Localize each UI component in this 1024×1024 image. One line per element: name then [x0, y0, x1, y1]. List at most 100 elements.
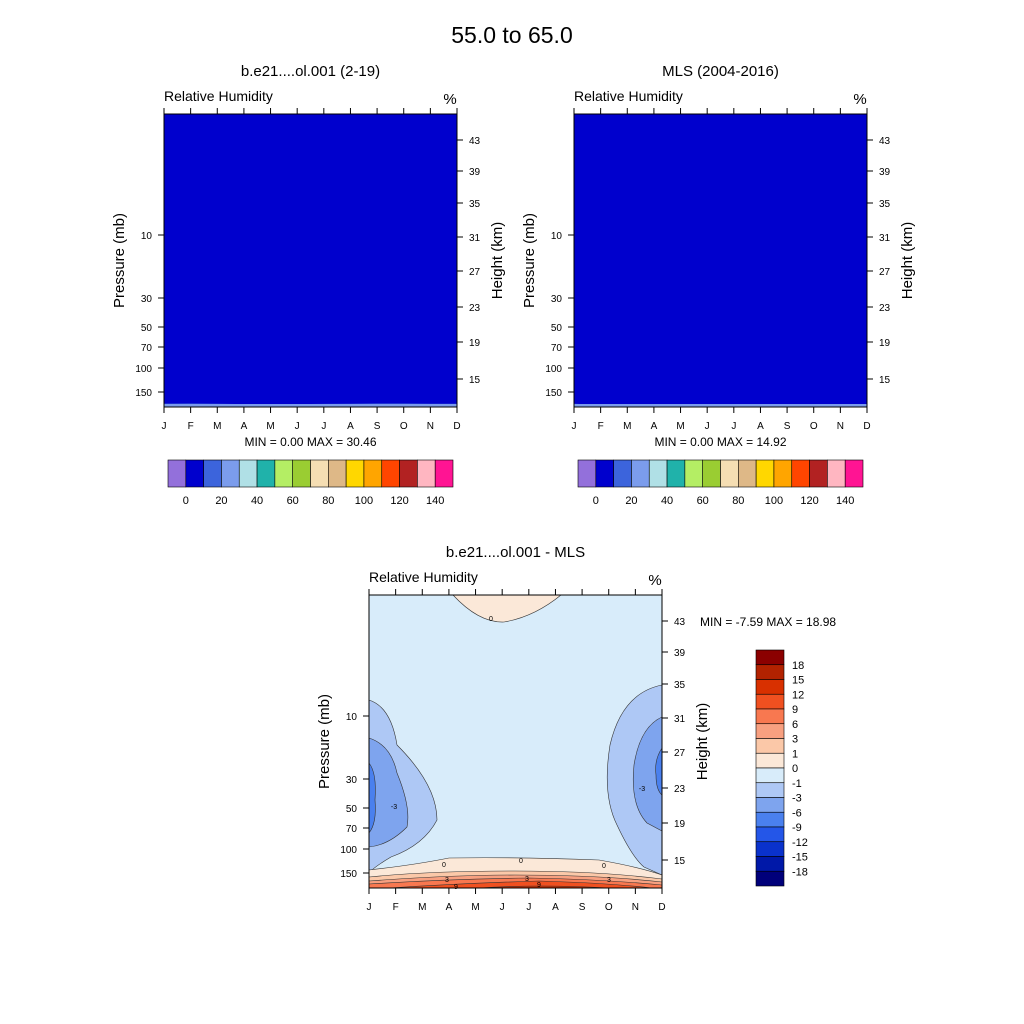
- panel-title: MLS (2004-2016): [662, 63, 779, 80]
- colorbar-cell: [595, 459, 614, 488]
- colorbar-label: 9: [792, 704, 798, 716]
- pressure-tick-label: 150: [340, 869, 357, 880]
- colorbar-cell: [399, 459, 418, 488]
- colorbar-cell: [381, 459, 400, 488]
- height-tick-label: 15: [879, 375, 891, 386]
- colorbar-label: 60: [697, 495, 709, 507]
- y-right-axis-label: Height (km): [694, 703, 711, 781]
- pressure-tick-label: 150: [545, 388, 562, 399]
- colorbar-label: 20: [625, 495, 637, 507]
- height-tick-label: 27: [469, 267, 481, 278]
- colorbar-cell: [755, 738, 785, 754]
- colorbar-cell: [345, 459, 365, 488]
- contour-label: -3: [639, 786, 645, 793]
- month-tick-label: M: [623, 421, 631, 432]
- colorbar-cell: [755, 826, 785, 843]
- colorbar-label: 0: [792, 763, 798, 775]
- month-tick-label: J: [295, 421, 300, 432]
- height-tick-label: 39: [469, 167, 481, 178]
- pressure-tick-label: 70: [141, 343, 153, 354]
- colorbar-cell: [274, 459, 293, 488]
- height-tick-label: 35: [674, 680, 686, 691]
- contour-region: [633, 716, 663, 832]
- units-label: %: [443, 91, 456, 108]
- month-tick-label: M: [213, 421, 221, 432]
- month-tick-label: A: [651, 421, 658, 432]
- colorbar-label: 60: [287, 495, 299, 507]
- colorbar-cell: [666, 459, 686, 488]
- month-tick-label: M: [676, 421, 684, 432]
- height-tick-label: 43: [469, 136, 481, 147]
- colorbar-cell: [755, 841, 785, 857]
- month-tick-label: S: [784, 421, 791, 432]
- height-tick-label: 31: [879, 233, 891, 244]
- pressure-tick-label: 70: [551, 343, 563, 354]
- pressure-tick-label: 30: [551, 294, 563, 305]
- pressure-tick-label: 70: [346, 824, 358, 835]
- colorbar-cell: [167, 459, 187, 488]
- height-tick-label: 23: [674, 784, 686, 795]
- colorbar-cell: [773, 459, 793, 488]
- month-tick-label: N: [427, 421, 434, 432]
- month-tick-label: J: [526, 902, 531, 913]
- colorbar-cell: [720, 459, 739, 488]
- pressure-tick-label: 50: [141, 323, 153, 334]
- y-right-axis-label: Height (km): [899, 222, 916, 300]
- height-tick-label: 19: [879, 338, 891, 349]
- pressure-tick-label: 50: [346, 804, 358, 815]
- contour-region: [368, 737, 409, 848]
- variable-label: Relative Humidity: [164, 88, 273, 104]
- month-tick-label: F: [598, 421, 604, 432]
- height-tick-label: 15: [674, 856, 686, 867]
- contour-label: 9: [537, 882, 541, 889]
- contour-label: 0: [489, 616, 493, 623]
- colorbar-cell: [221, 459, 240, 488]
- contour-label: 0: [442, 862, 446, 869]
- colorbar-cell: [755, 752, 785, 769]
- pressure-tick-label: 100: [545, 364, 562, 375]
- variable-label: Relative Humidity: [369, 569, 478, 585]
- month-tick-label: J: [572, 421, 577, 432]
- plot-frame: [163, 113, 458, 408]
- month-tick-label: M: [266, 421, 274, 432]
- colorbar-cell: [755, 811, 785, 828]
- colorbar-label: -15: [792, 852, 808, 864]
- colorbar-cell: [185, 459, 204, 488]
- colorbar-label: 100: [355, 495, 373, 507]
- colorbar-label: 140: [426, 495, 444, 507]
- colorbar-cell: [809, 459, 828, 488]
- colorbar-cell: [417, 459, 436, 488]
- min-max-text: MIN = 0.00 MAX = 14.92: [654, 435, 786, 449]
- month-tick-label: D: [453, 421, 460, 432]
- contour-region: [388, 880, 653, 889]
- month-tick-label: J: [367, 902, 372, 913]
- height-tick-label: 39: [879, 167, 891, 178]
- pressure-tick-label: 100: [340, 845, 357, 856]
- month-tick-label: M: [471, 902, 479, 913]
- contour-label: 0: [519, 858, 523, 865]
- colorbar-cell: [203, 459, 222, 488]
- month-tick-label: O: [400, 421, 408, 432]
- colorbar-cell: [702, 459, 721, 488]
- contour-label: 3: [445, 877, 449, 884]
- colorbar-cell: [755, 797, 785, 813]
- height-tick-label: 19: [469, 338, 481, 349]
- colorbar-label: 18: [792, 660, 804, 672]
- height-tick-label: 23: [469, 303, 481, 314]
- height-tick-label: 27: [674, 748, 686, 759]
- month-tick-label: F: [393, 902, 399, 913]
- height-tick-label: 35: [879, 199, 891, 210]
- colorbar-cell: [755, 679, 785, 695]
- height-tick-label: 31: [469, 233, 481, 244]
- contour-region: [452, 594, 562, 623]
- height-tick-label: 23: [879, 303, 891, 314]
- month-tick-label: J: [731, 421, 736, 432]
- height-tick-label: 31: [674, 714, 686, 725]
- month-tick-label: S: [374, 421, 381, 432]
- pressure-tick-label: 50: [551, 323, 563, 334]
- main-title: 55.0 to 65.0: [451, 22, 573, 48]
- colorbar-cell: [844, 459, 864, 488]
- colorbar-label: 120: [390, 495, 408, 507]
